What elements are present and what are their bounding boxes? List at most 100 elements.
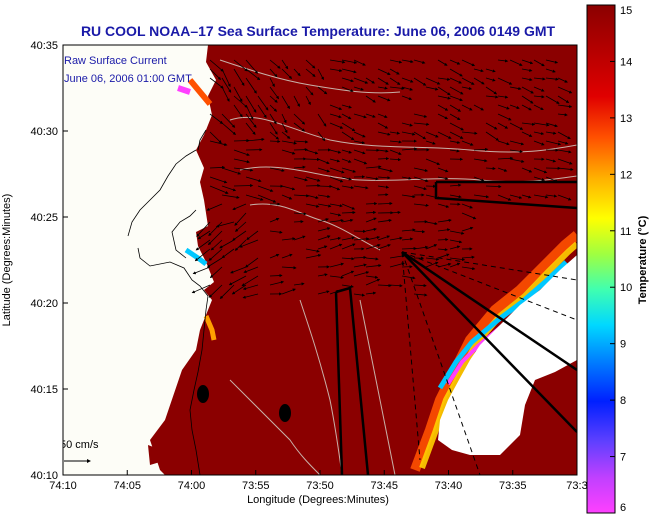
current-vector bbox=[281, 59, 289, 70]
current-vector bbox=[377, 157, 390, 161]
current-vector bbox=[329, 68, 343, 73]
current-vector bbox=[485, 77, 496, 82]
current-vector bbox=[413, 203, 429, 207]
current-vector bbox=[207, 230, 223, 246]
current-vector bbox=[329, 149, 342, 154]
current-vector bbox=[293, 68, 301, 77]
current-vector bbox=[521, 68, 533, 72]
current-vector bbox=[437, 203, 450, 208]
current-vector bbox=[341, 131, 355, 141]
current-vector bbox=[329, 167, 345, 174]
current-vector bbox=[461, 226, 474, 232]
current-vector bbox=[305, 203, 320, 208]
current-vector bbox=[353, 140, 366, 145]
current-vector bbox=[545, 131, 557, 135]
current-vector bbox=[365, 243, 381, 250]
current-vector bbox=[219, 284, 235, 299]
current-vector bbox=[329, 122, 344, 129]
current-vector bbox=[485, 86, 498, 95]
current-vector bbox=[533, 131, 545, 136]
current-vector bbox=[521, 194, 532, 199]
current-vector bbox=[233, 158, 250, 164]
y-tick-label: 40:10 bbox=[30, 470, 58, 482]
current-vector bbox=[401, 275, 416, 280]
current-vector bbox=[473, 147, 489, 152]
current-vector bbox=[425, 244, 438, 250]
current-vector bbox=[329, 59, 346, 64]
colorbar-tick-label: 11 bbox=[620, 226, 631, 238]
current-vector bbox=[365, 113, 376, 118]
current-vector bbox=[208, 284, 223, 298]
current-vector bbox=[341, 158, 352, 163]
current-vector bbox=[377, 122, 389, 129]
x-tick-label: 73:50 bbox=[306, 480, 334, 492]
colorbar-tick-label: 14 bbox=[620, 56, 632, 68]
current-vector bbox=[557, 77, 568, 83]
current-vector bbox=[281, 288, 296, 295]
current-vector bbox=[341, 176, 352, 181]
y-tick-label: 40:20 bbox=[30, 298, 58, 310]
current-vector bbox=[245, 59, 259, 74]
x-tick-label: 73:3 bbox=[566, 480, 587, 492]
current-vector bbox=[245, 194, 264, 201]
x-tick-label: 73:35 bbox=[499, 480, 527, 492]
current-vector bbox=[389, 149, 402, 155]
current-vector bbox=[449, 230, 465, 235]
current-vector bbox=[425, 77, 441, 85]
current-vector bbox=[305, 253, 322, 259]
current-vector bbox=[329, 113, 342, 119]
current-vector bbox=[329, 176, 344, 183]
current-vector bbox=[341, 203, 356, 210]
current-vector bbox=[533, 140, 545, 146]
current-vector bbox=[497, 194, 512, 201]
current-vector bbox=[281, 95, 290, 110]
current-vector bbox=[413, 113, 428, 118]
current-vector bbox=[293, 140, 309, 144]
current-vector bbox=[473, 194, 490, 199]
map-area: Raw Surface Current June 06, 2006 01:00 … bbox=[63, 45, 577, 475]
current-vector bbox=[233, 68, 245, 87]
current-vector bbox=[341, 210, 356, 215]
inlet-patch bbox=[148, 445, 160, 465]
current-vector bbox=[449, 59, 461, 65]
current-vector bbox=[365, 235, 381, 241]
current-vector bbox=[353, 131, 366, 138]
current-vector bbox=[545, 59, 559, 64]
current-vector bbox=[437, 131, 452, 139]
current-vector bbox=[509, 194, 523, 199]
colorbar-tick-label: 6 bbox=[620, 502, 626, 514]
current-vector bbox=[365, 77, 375, 84]
current-vector bbox=[293, 122, 306, 132]
current-vector bbox=[521, 77, 533, 82]
colorbar-tick-label: 8 bbox=[620, 395, 626, 407]
current-vector bbox=[377, 244, 391, 250]
nearshore-cool-patch-north bbox=[177, 85, 191, 95]
scale-bar: 50 cm/s bbox=[63, 439, 99, 463]
current-vector bbox=[401, 131, 416, 136]
current-vector bbox=[293, 194, 310, 198]
current-vector bbox=[365, 210, 377, 215]
current-vector bbox=[365, 275, 379, 279]
colorbar-tick-label: 12 bbox=[620, 169, 632, 181]
colorbar-tick-label: 15 bbox=[620, 5, 632, 17]
current-vector bbox=[365, 227, 377, 232]
current-vector bbox=[557, 158, 573, 165]
current-vector bbox=[437, 104, 449, 111]
current-vector bbox=[281, 237, 296, 241]
current-vector bbox=[206, 257, 223, 268]
current-vector bbox=[353, 77, 369, 84]
current-vector bbox=[425, 194, 441, 200]
surface-current-vectors bbox=[191, 59, 574, 299]
current-vector bbox=[341, 59, 358, 64]
x-tick-label: 74:05 bbox=[113, 480, 141, 492]
current-vector bbox=[341, 77, 354, 83]
current-vector bbox=[485, 68, 496, 73]
current-vector bbox=[197, 230, 211, 240]
current-vector bbox=[401, 228, 416, 232]
current-vector bbox=[305, 149, 319, 155]
current-vector bbox=[509, 122, 524, 130]
current-vector bbox=[341, 243, 356, 250]
current-vector bbox=[533, 194, 549, 199]
current-vector bbox=[449, 122, 464, 131]
current-vector bbox=[233, 86, 243, 103]
